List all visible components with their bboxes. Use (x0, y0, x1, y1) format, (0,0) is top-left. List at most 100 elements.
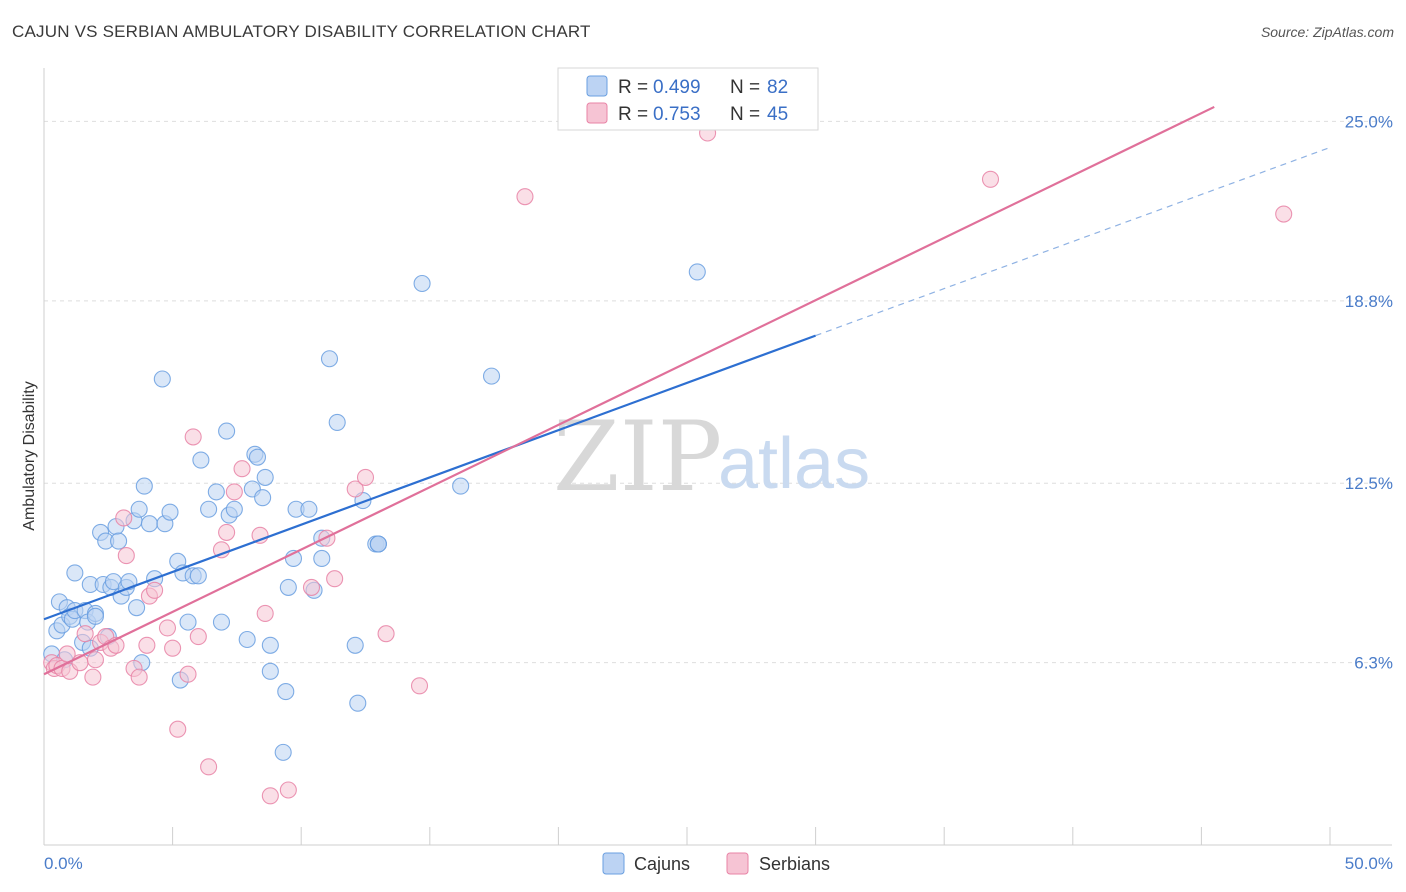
legend-n-value-serbians: 45 (767, 104, 788, 125)
x-tick-label-min: 0.0% (44, 854, 83, 873)
cajun-point (161, 503, 179, 521)
cajun-point (413, 274, 431, 293)
serbian-point (377, 625, 395, 643)
serbian-point (189, 628, 207, 646)
cajun-point (200, 500, 218, 518)
y-tick-label: 6.3% (1354, 654, 1393, 673)
watermark-atlas: atlas (718, 424, 870, 504)
cajun-point (482, 367, 501, 385)
x-tick-label-max: 50.0% (1345, 854, 1393, 873)
cajun-point (153, 370, 171, 388)
data-points (43, 124, 1293, 805)
legend-n-label-serbians: N = (730, 104, 760, 125)
serbian-point (138, 636, 156, 654)
serbian-point (200, 758, 218, 776)
y-tick-label: 18.8% (1345, 292, 1393, 311)
cajun-point (688, 263, 706, 281)
serbian-point (981, 170, 1000, 188)
serbian-point (256, 604, 274, 623)
serbian-point (169, 720, 187, 738)
serbian-point (233, 460, 251, 478)
serbian-point (86, 651, 104, 669)
y-tick-labels: 6.3% 12.5% 18.8% 25.0% (1345, 112, 1393, 672)
cajun-point (328, 413, 346, 431)
cajun-point (349, 694, 367, 712)
cajun-point (110, 532, 128, 550)
serbian-point (346, 480, 364, 498)
serbian-point (84, 668, 102, 686)
cajun-trend-line (43, 334, 816, 621)
serbian-point (279, 781, 297, 799)
cajun-point (261, 636, 279, 654)
legend-r-value-serbians: 0.753 (653, 104, 701, 125)
cajun-point (128, 599, 146, 617)
legend-swatch-serbians (586, 102, 608, 124)
cajun-point (254, 489, 272, 507)
serbian-point (158, 619, 177, 637)
serbian-point (1275, 205, 1293, 223)
cajun-point (369, 535, 387, 553)
serbian-point (164, 639, 182, 657)
serbian-point (261, 787, 279, 805)
cajun-point (207, 483, 225, 501)
watermark: ZIP atlas (553, 401, 870, 513)
cajun-point (277, 683, 295, 701)
legend: R = 0.499 N = 82 R = 0.753 N = 45 (557, 67, 819, 131)
cajun-point (261, 662, 279, 680)
cajun-trend-extension (815, 146, 1331, 337)
y-tick-label: 12.5% (1345, 474, 1393, 493)
chart-title: CAJUN VS SERBIAN AMBULATORY DISABILITY C… (12, 22, 591, 41)
source-label: Source: ZipAtlas.com (1260, 24, 1394, 40)
legend-n-label-cajuns: N = (730, 77, 760, 98)
cajun-point (256, 468, 274, 486)
bottom-legend-swatch-serbians (726, 852, 749, 875)
legend-r-label-cajuns: R = (618, 77, 648, 98)
serbian-point (117, 547, 135, 565)
cajun-point (320, 350, 339, 368)
cajun-point (274, 743, 292, 761)
serbian-point (115, 509, 133, 527)
legend-swatch-cajuns (586, 75, 608, 97)
cajun-point (313, 549, 331, 568)
serbian-point (302, 578, 321, 596)
bottom-legend-label-serbians: Serbians (759, 854, 830, 874)
cajun-point (135, 477, 153, 495)
watermark-zip: ZIP (553, 401, 722, 513)
cajun-point (248, 448, 267, 466)
bottom-legend: Cajuns Serbians (602, 852, 830, 875)
serbian-point (410, 677, 429, 695)
cajun-point (279, 578, 297, 596)
cajun-point (212, 613, 231, 631)
cajun-point (346, 636, 364, 654)
bottom-legend-label-cajuns: Cajuns (634, 854, 690, 874)
cajun-point (452, 477, 470, 495)
serbian-point (326, 570, 344, 588)
trend-lines (43, 105, 1331, 676)
y-axis-label: Ambulatory Disability (21, 381, 38, 530)
serbian-point (218, 523, 236, 541)
cajun-point (179, 613, 197, 631)
cajun-point (300, 500, 318, 518)
legend-r-value-cajuns: 0.499 (653, 77, 701, 98)
cajun-point (86, 607, 104, 625)
serbian-point (212, 541, 231, 559)
bottom-legend-swatch-cajuns (602, 852, 625, 875)
serbian-point (516, 188, 534, 206)
serbian-point (76, 625, 94, 643)
cajun-point (130, 500, 148, 518)
legend-r-label-serbians: R = (618, 104, 648, 125)
axes (43, 68, 1392, 846)
cajun-point (192, 451, 210, 469)
serbian-point (146, 581, 164, 599)
cajun-point (238, 630, 256, 649)
grid-lines (44, 120, 1392, 664)
serbian-point (184, 428, 202, 446)
serbian-point (356, 468, 375, 486)
cajun-point (218, 422, 236, 440)
serbian-point (225, 483, 243, 501)
serbian-point (179, 665, 197, 683)
legend-n-value-cajuns: 82 (767, 77, 788, 98)
cajun-point (225, 500, 243, 518)
cajun-point (66, 564, 84, 582)
